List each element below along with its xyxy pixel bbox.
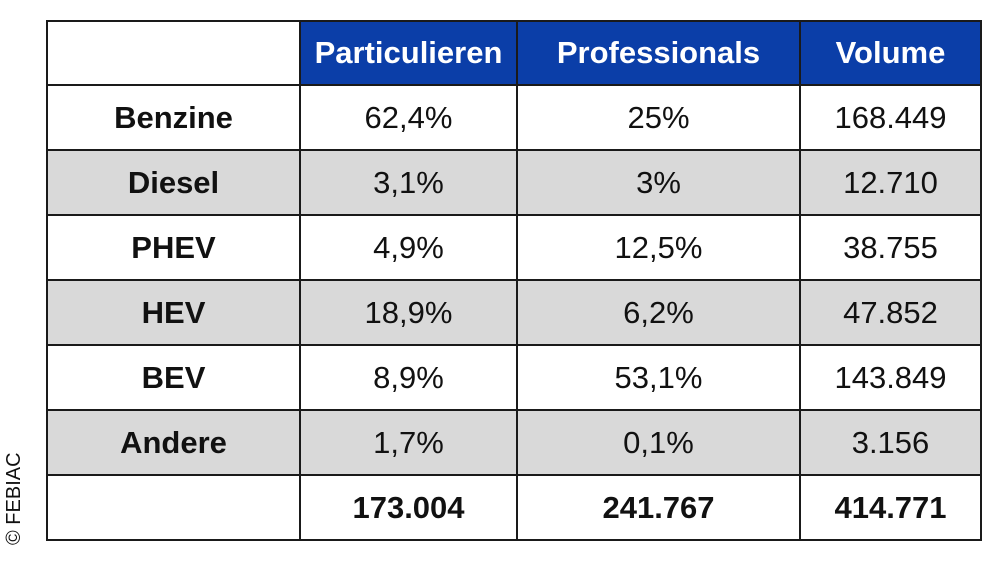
row-label: Diesel — [46, 149, 301, 216]
professionals-cell: 12,5% — [516, 214, 801, 281]
copyright-notice: © FEBIAC — [3, 452, 25, 545]
table-row: BEV 8,9% 53,1% 143.849 — [46, 344, 982, 411]
professionals-cell: 25% — [516, 84, 801, 151]
header-row: Particulieren Professionals Volume — [46, 20, 982, 86]
professionals-cell: 53,1% — [516, 344, 801, 411]
volume-cell: 47.852 — [799, 279, 982, 346]
particulieren-cell: 4,9% — [299, 214, 518, 281]
particulieren-cell: 62,4% — [299, 84, 518, 151]
volume-cell: 168.449 — [799, 84, 982, 151]
volume-cell: 38.755 — [799, 214, 982, 281]
table-row: Benzine 62,4% 25% 168.449 — [46, 84, 982, 151]
row-label: PHEV — [46, 214, 301, 281]
total-particulieren: 173.004 — [299, 474, 518, 541]
professionals-cell: 0,1% — [516, 409, 801, 476]
volume-cell: 3.156 — [799, 409, 982, 476]
volume-cell: 12.710 — [799, 149, 982, 216]
particulieren-cell: 1,7% — [299, 409, 518, 476]
table-row: PHEV 4,9% 12,5% 38.755 — [46, 214, 982, 281]
professionals-cell: 3% — [516, 149, 801, 216]
row-label: Benzine — [46, 84, 301, 151]
volume-cell: 143.849 — [799, 344, 982, 411]
fuel-type-table: Particulieren Professionals Volume Benzi… — [46, 20, 982, 541]
header-corner-cell — [46, 20, 301, 86]
table-header: Particulieren Professionals Volume — [46, 20, 982, 86]
professionals-cell: 6,2% — [516, 279, 801, 346]
table-body: Benzine 62,4% 25% 168.449 Diesel 3,1% 3% 12.710… — [46, 84, 982, 541]
particulieren-cell: 18,9% — [299, 279, 518, 346]
total-volume: 414.771 — [799, 474, 982, 541]
particulieren-cell: 8,9% — [299, 344, 518, 411]
totals-row: 173.004 241.767 414.771 — [46, 474, 982, 541]
header-volume: Volume — [799, 20, 982, 86]
total-professionals: 241.767 — [516, 474, 801, 541]
row-label: HEV — [46, 279, 301, 346]
particulieren-cell: 3,1% — [299, 149, 518, 216]
header-particulieren: Particulieren — [299, 20, 518, 86]
table-row: Diesel 3,1% 3% 12.710 — [46, 149, 982, 216]
totals-label-cell — [46, 474, 301, 541]
header-professionals: Professionals — [516, 20, 801, 86]
table-row: Andere 1,7% 0,1% 3.156 — [46, 409, 982, 476]
row-label: Andere — [46, 409, 301, 476]
row-label: BEV — [46, 344, 301, 411]
table-row: HEV 18,9% 6,2% 47.852 — [46, 279, 982, 346]
